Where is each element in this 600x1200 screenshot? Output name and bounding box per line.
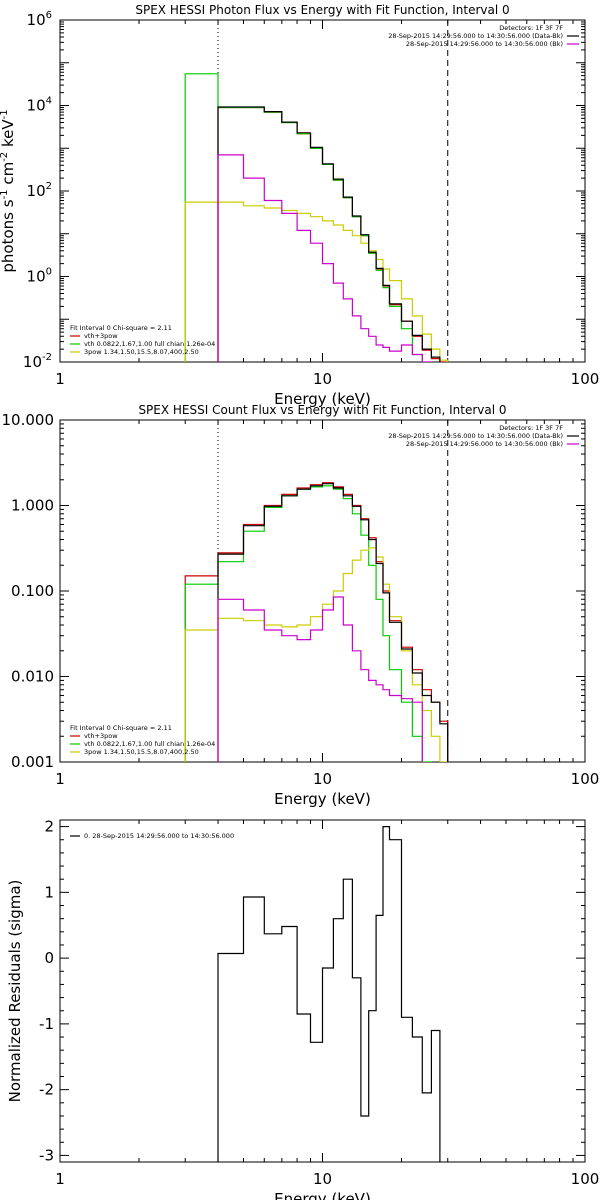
x-axis-label: Energy (keV) (274, 790, 371, 808)
series-background (217, 596, 423, 762)
y-tick-base: 10 (27, 11, 46, 29)
y-tick-base: 10 (27, 182, 46, 200)
x-axis-label: Energy (keV) (274, 1190, 371, 1200)
legend-entry: vth+3pow (84, 332, 118, 340)
y-axis-label-part: cm (0, 162, 17, 190)
y-tick-label: 0 (44, 949, 54, 967)
series-background (217, 154, 432, 362)
detectors-label: Detectors: 1F 3F 7F (499, 424, 563, 432)
plot-frame (59, 419, 586, 763)
y-tick-exponent: 2 (46, 181, 52, 192)
series-vth-3pow (217, 106, 449, 362)
x-tick-label: 10 (313, 770, 332, 788)
y-tick-label: -2 (39, 1081, 54, 1099)
y-tick-label: 0.001 (11, 753, 54, 771)
legend: 0. 28-Sep-2015 14:29:56.000 to 14:30:56.… (70, 832, 234, 840)
legend-title: Fit Interval 0 Chi-square = 2.11 (70, 324, 172, 332)
series-data (217, 483, 449, 762)
chart-panel-3: 1 10 100 Energy (keV) -3 -2 -1 0 1 2 Normalized Re… (6, 818, 599, 1200)
x-axis: 1 10 100 Energy (keV) (55, 20, 599, 408)
y-tick-label: 0.010 (11, 668, 54, 686)
series-vth (184, 73, 423, 362)
chart-panel-2: SPEX HESSI Count Flux vs Energy with Fit… (2, 403, 600, 808)
x-tick-label: 1 (55, 770, 65, 788)
y-axis-label-part: -2 (0, 152, 10, 162)
legend-entry: 3pow 1.34,1.50,15.5,8.07,400,2.50 (84, 348, 199, 356)
x-axis: 1 10 100 Energy (keV) (55, 420, 599, 808)
y-tick-label: -1 (39, 1015, 54, 1033)
series-residuals (217, 826, 441, 1162)
x-tick-label: 1 (55, 1170, 65, 1188)
plot-frame (59, 19, 586, 363)
x-tick-label: 100 (571, 370, 600, 388)
y-tick-label: -3 (39, 1146, 54, 1164)
series-group (184, 482, 449, 762)
y-tick-label: 104 (27, 96, 52, 115)
y-axis-label: Normalized Residuals (sigma) (6, 880, 24, 1103)
y-tick-exponent: -2 (42, 352, 52, 363)
legend-entry: 3pow 1.34,1.50,15.5,8.07,400,2.50 (84, 748, 199, 756)
y-axis: -3 -2 -1 0 1 2 Normalized Residuals (sigma) (6, 818, 585, 1164)
y-tick-label: 10-2 (23, 352, 52, 371)
chart-title: SPEX HESSI Count Flux vs Energy with Fit… (138, 403, 506, 417)
x-axis: 1 10 100 Energy (keV) (55, 820, 599, 1200)
x-tick-label: 10 (313, 370, 332, 388)
chart-panel-1: SPEX HESSI Photon Flux vs Energy with Fi… (0, 3, 599, 408)
y-tick-base: 10 (27, 268, 46, 286)
y-tick-exponent: 4 (46, 96, 52, 107)
legend: Fit Interval 0 Chi-square = 2.11vth+3pow… (70, 724, 215, 756)
y-tick-label: 2 (44, 818, 54, 836)
interval-label: 28-Sep-2015 14:29:56.000 to 14:30:56.000… (388, 432, 563, 440)
y-tick-exponent: 6 (46, 10, 52, 21)
y-tick-exponent: 0 (46, 267, 52, 278)
legend-entry: vth 0.0822,1.67,1.00 full chian 1.26e-04 (84, 740, 215, 748)
y-axis-label-part: -1 (0, 189, 10, 199)
interval-label: 28-Sep-2015 14:29:56.000 to 14:30:56.000… (388, 32, 563, 40)
y-tick-label: 102 (27, 181, 52, 200)
y-tick-label: 10.000 (2, 411, 55, 429)
x-tick-label: 1 (55, 370, 65, 388)
legend-entry: vth 0.0822,1.67,1.00 full chian 1.26e-04 (84, 340, 215, 348)
y-axis: 0.001 0.010 0.100 1.000 10.000 (2, 411, 585, 771)
y-tick-label: 1 (44, 883, 54, 901)
legend-entry: 0. 28-Sep-2015 14:29:56.000 to 14:30:56.… (84, 832, 234, 840)
detectors-label: Detectors: 1F 3F 7F (499, 24, 563, 32)
interval-label: 28-Sep-2015 14:29:56.000 to 14:30:56.000… (406, 40, 563, 48)
series-group (217, 826, 441, 1162)
y-axis-label-part: keV (0, 119, 17, 152)
series-vth-3pow (184, 482, 449, 762)
series-3pow (184, 201, 449, 362)
y-axis-label-part: -1 (0, 109, 10, 119)
legend: Fit Interval 0 Chi-square = 2.11vth+3pow… (70, 324, 215, 356)
series-vth (184, 485, 432, 762)
chart-title: SPEX HESSI Photon Flux vs Energy with Fi… (135, 3, 509, 17)
x-tick-label: 10 (313, 1170, 332, 1188)
x-axis-label: Energy (keV) (274, 390, 371, 408)
y-axis-label: photons s-1 cm-2 keV-1 (0, 109, 17, 272)
y-tick-label: 100 (27, 267, 52, 286)
series-group (184, 73, 449, 362)
series-data (217, 106, 441, 362)
interval-label: 28-Sep-2015 14:29:56.000 to 14:30:56.000… (406, 440, 563, 448)
series-3pow (184, 547, 449, 762)
x-tick-label: 100 (571, 1170, 600, 1188)
y-tick-label: 1.000 (11, 497, 54, 515)
x-tick-label: 100 (571, 770, 600, 788)
y-tick-label: 106 (27, 10, 52, 29)
legend-title: Fit Interval 0 Chi-square = 2.11 (70, 724, 172, 732)
y-tick-base: 10 (27, 97, 46, 115)
y-tick-base: 10 (23, 353, 42, 371)
legend-entry: vth+3pow (84, 732, 118, 740)
y-tick-label: 0.100 (11, 582, 54, 600)
y-axis-label-part: photons s (0, 199, 17, 272)
